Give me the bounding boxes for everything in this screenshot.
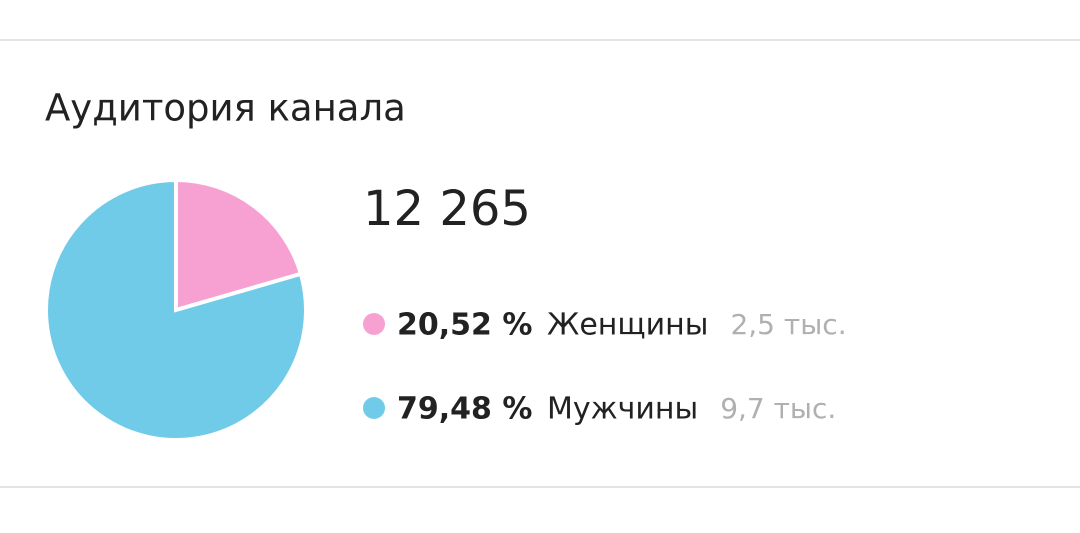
legend-count: 9,7 тыс. <box>720 392 836 425</box>
legend-name: Мужчины <box>547 392 698 427</box>
total: 12 265 <box>363 181 531 237</box>
legend-dot <box>363 397 385 419</box>
pie-slice <box>44 177 308 442</box>
legend-percent: 79,48 % <box>397 392 532 427</box>
legend-count: 2,5 тыс. <box>730 308 846 341</box>
legend-dot <box>363 313 385 335</box>
card-title: Аудитория канала <box>45 87 406 130</box>
legend-name: Женщины <box>547 308 708 343</box>
pie-slice <box>174 177 304 313</box>
legend-percent: 20,52 % <box>397 308 532 343</box>
